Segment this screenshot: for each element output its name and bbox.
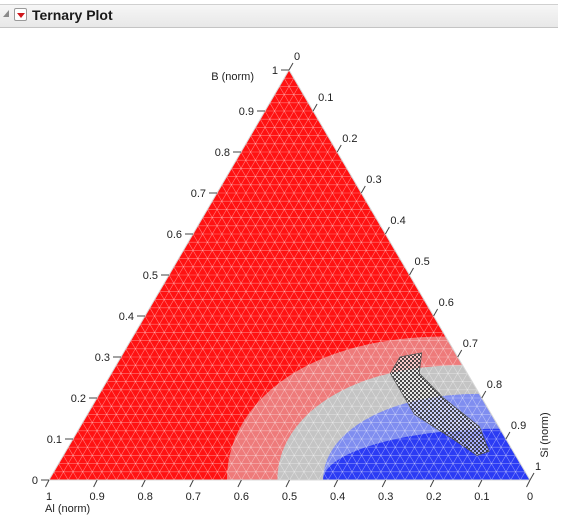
contour-clip-group [49,70,560,490]
axis-label-b: B (norm) [211,71,254,83]
outline-header: Ternary Plot [0,4,558,28]
tick-mark-al [334,480,338,487]
axis-label-si: Si (norm) [539,412,551,457]
tick-label-si: 0.2 [342,133,357,145]
tick-label-si: 1 [535,461,541,473]
tick-mark-al [190,480,194,487]
tick-label-al: 0.9 [89,491,104,503]
tick-label-b: 0 [32,475,38,487]
tick-label-b: 0.4 [119,311,134,323]
disclosure-triangle-icon[interactable] [3,10,9,17]
tick-mark-si [434,309,438,316]
tick-mark-al [430,480,434,487]
tick-label-al: 0.3 [378,491,393,503]
red-menu-triangle-icon[interactable] [14,8,27,21]
tick-label-al: 0.8 [138,491,153,503]
tick-label-b: 0.3 [95,352,110,364]
tick-label-si: 0.9 [511,420,526,432]
tick-mark-al [46,480,50,487]
tick-mark-al [142,480,146,487]
tick-label-al: 0.1 [474,491,489,503]
tick-mark-si [337,145,341,152]
tick-mark-al [94,480,98,487]
ternary-plot: 1000.90.10.10.80.20.20.70.30.30.60.40.40… [0,28,564,522]
tick-label-b: 0.5 [143,270,158,282]
tick-mark-al [286,480,290,487]
tick-mark-si [410,268,414,275]
tick-label-al: 0.2 [426,491,441,503]
tick-label-si: 0.7 [463,338,478,350]
tick-mark-si [458,350,462,357]
tick-label-si: 0.1 [318,92,333,104]
tick-label-al: 0 [527,491,533,503]
tick-label-al: 0.5 [282,491,297,503]
tick-label-si: 0.3 [366,174,381,186]
tick-mark-si [530,473,534,480]
tick-label-b: 0.7 [191,188,206,200]
tick-label-si: 0.6 [439,297,454,309]
tick-mark-al [527,480,531,487]
tick-label-b: 0.1 [47,434,62,446]
axis-label-al: Al (norm) [45,503,90,515]
tick-mark-si [385,227,389,234]
tick-label-si: 0.5 [415,256,430,268]
tick-mark-si [361,186,365,193]
tick-mark-si [506,432,510,439]
tick-mark-al [478,480,482,487]
tick-label-al: 0.7 [186,491,201,503]
tick-label-si: 0.4 [390,215,405,227]
tick-mark-al [238,480,242,487]
tick-label-b: 1 [272,65,278,77]
tick-label-al: 1 [46,491,52,503]
tick-mark-al [382,480,386,487]
tick-mark-si [313,104,317,111]
tick-label-al: 0.4 [330,491,345,503]
tick-label-b: 0.6 [167,229,182,241]
tick-mark-si [482,391,486,398]
tick-label-b: 0.9 [239,106,254,118]
tick-mark-si [289,63,293,70]
plot-title: Ternary Plot [32,7,113,23]
contour-fills [49,70,560,490]
tick-label-b: 0.2 [71,393,86,405]
tick-label-al: 0.6 [234,491,249,503]
tick-label-si: 0.8 [487,379,502,391]
tick-label-b: 0.8 [215,147,230,159]
tick-label-si: 0 [294,51,300,63]
